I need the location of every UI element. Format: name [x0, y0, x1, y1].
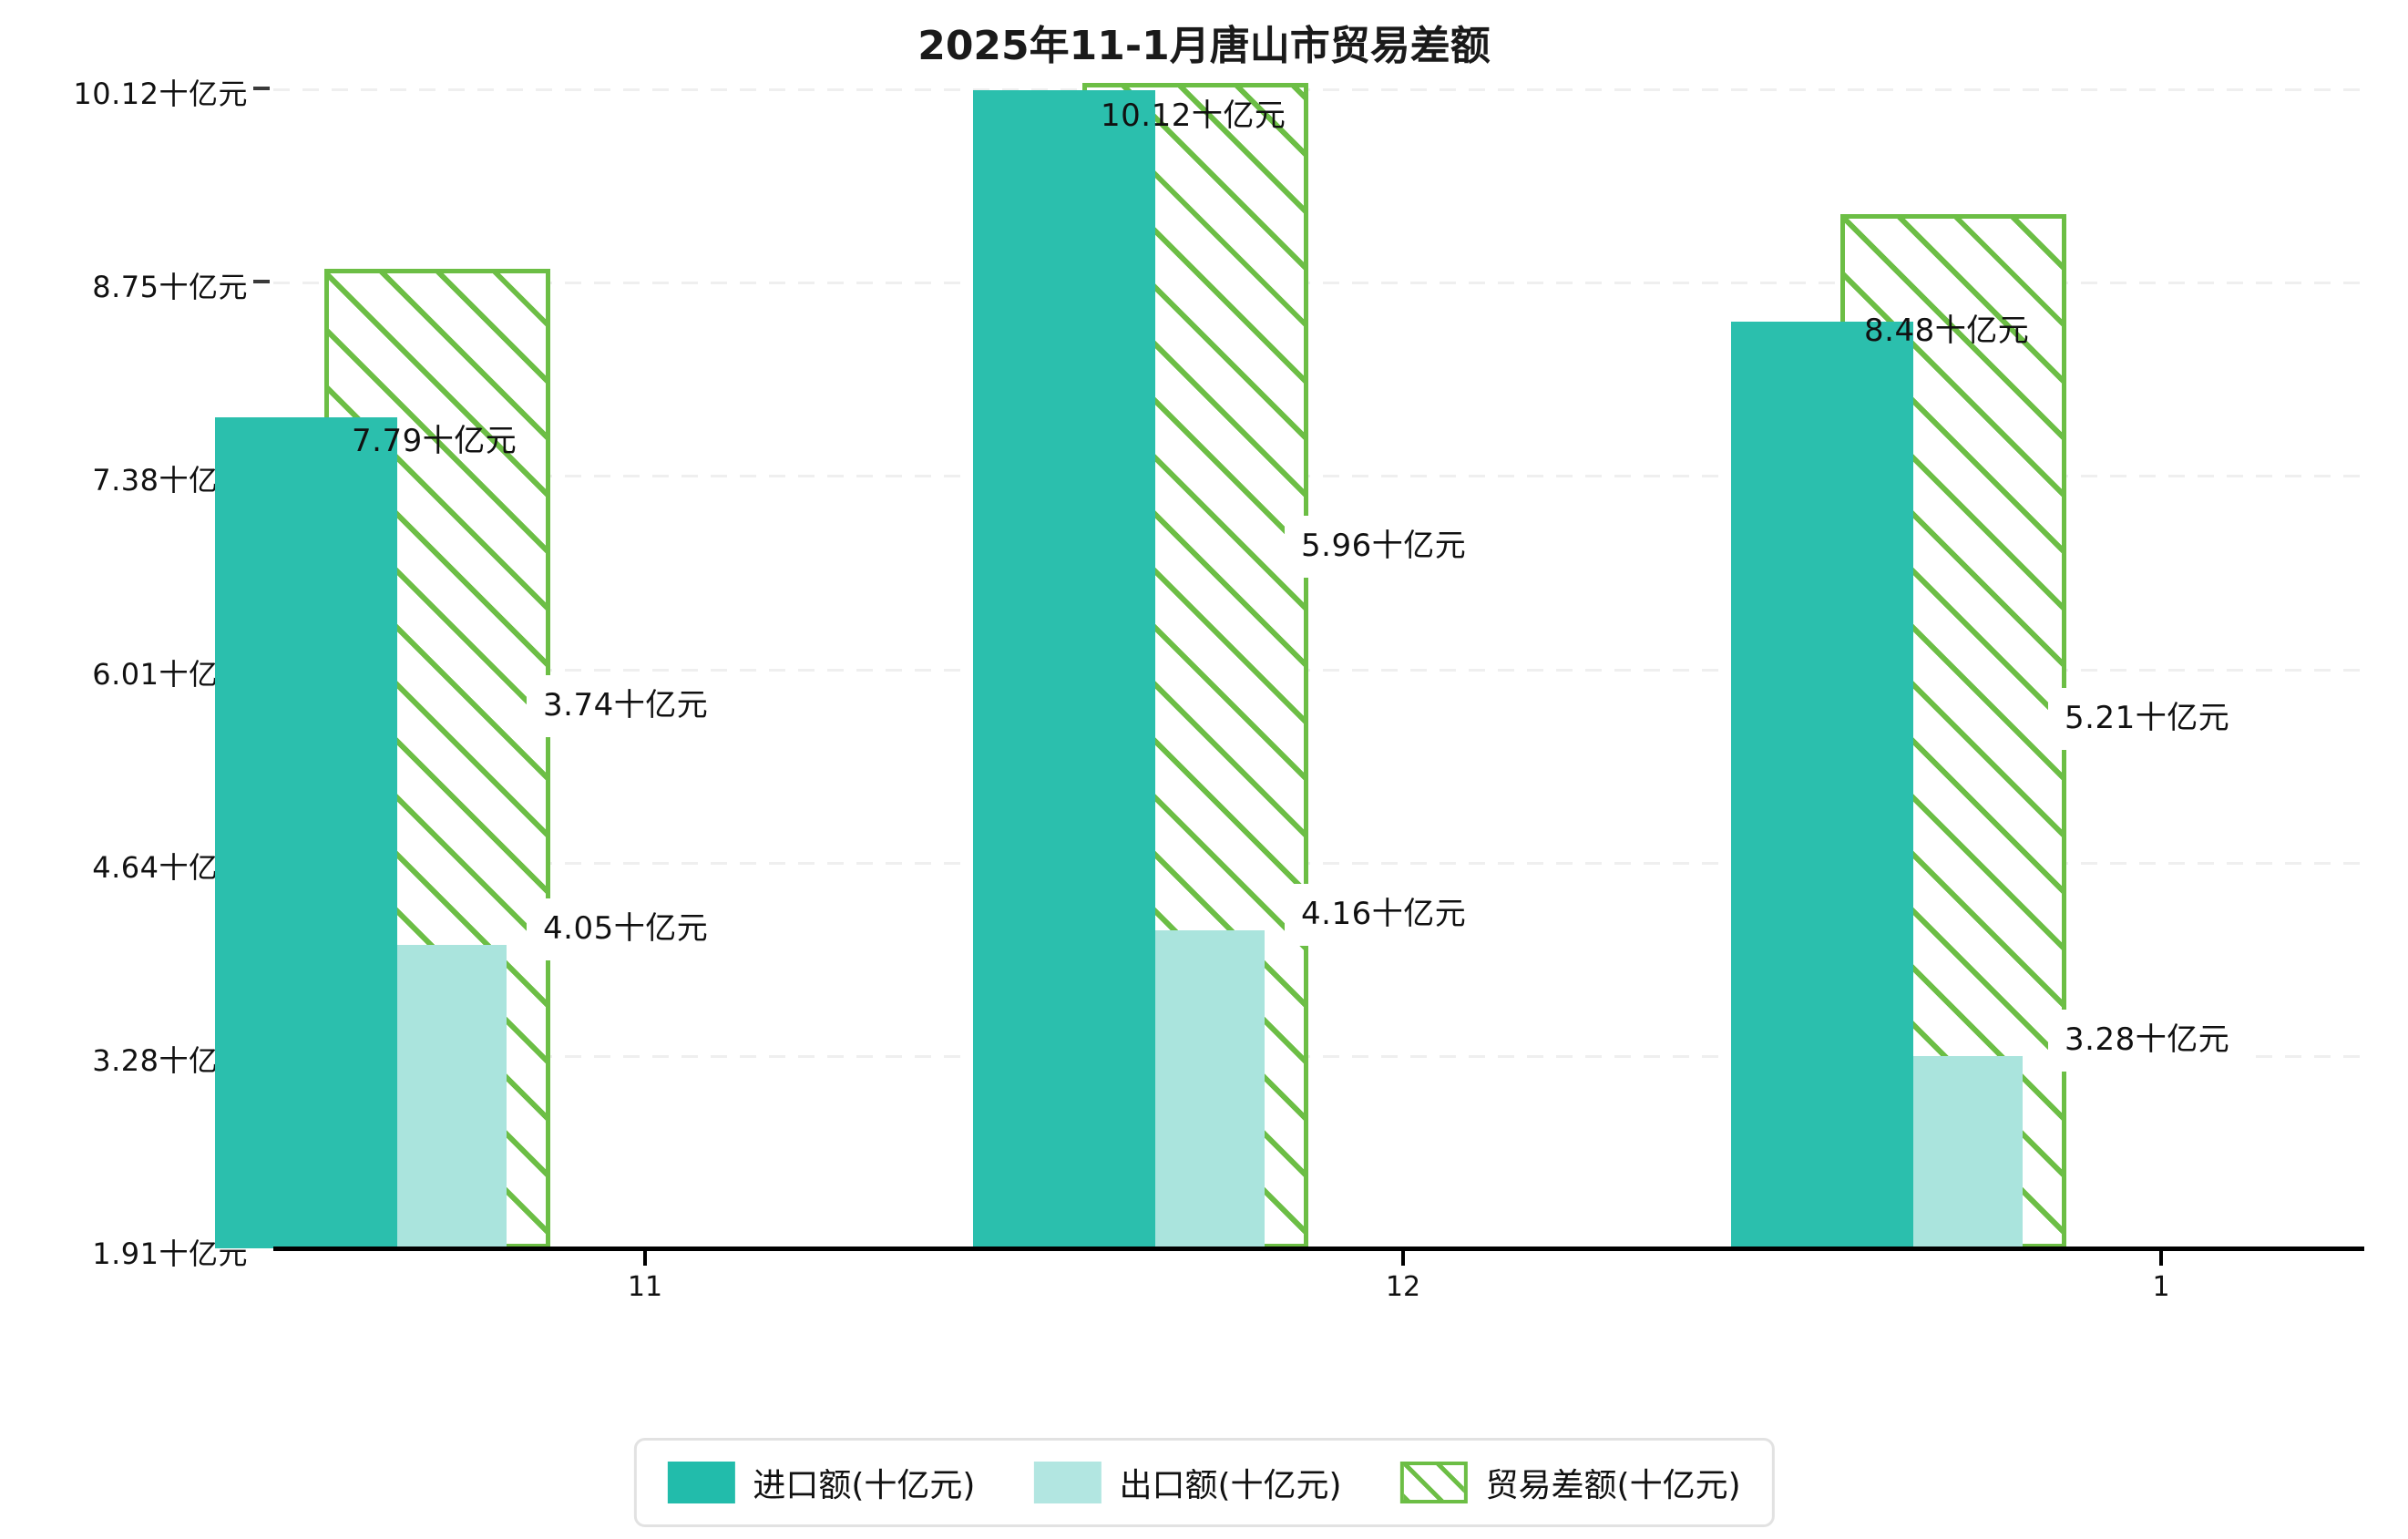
- gridline: [273, 88, 2364, 91]
- value-label-balance-1: 5.21十亿元: [2048, 688, 2247, 750]
- value-label-balance-11: 3.74十亿元: [527, 675, 725, 737]
- bar-import-12[interactable]: [973, 90, 1155, 1248]
- y-tick-mark: [253, 87, 270, 90]
- value-label-import-11: 7.79十亿元: [352, 423, 517, 459]
- gridline: [273, 669, 2364, 672]
- bar-import-11[interactable]: [215, 417, 397, 1248]
- legend-item-export[interactable]: 出口额(十亿元): [1033, 1459, 1342, 1506]
- gridline: [273, 475, 2364, 477]
- value-label-import-1: 8.48十亿元: [1864, 313, 2030, 349]
- value-label-balance-12: 5.96十亿元: [1285, 516, 1483, 578]
- x-tick-mark: [1401, 1251, 1405, 1266]
- value-label-export-1: 3.28十亿元: [2048, 1010, 2247, 1072]
- y-tick-label: 3.28十亿元: [92, 1043, 248, 1078]
- y-tick-label: 1.91十亿元: [92, 1236, 248, 1271]
- legend-item-balance[interactable]: 贸易差额(十亿元): [1399, 1459, 1741, 1506]
- x-tick-label-12: 12: [1385, 1271, 1421, 1303]
- y-tick-mark: [253, 280, 270, 283]
- value-label-import-12: 10.12十亿元: [1101, 97, 1286, 134]
- y-tick-label: 10.12十亿元: [73, 77, 248, 111]
- x-tick-mark: [2159, 1251, 2163, 1266]
- legend-label-export: 出口额(十亿元): [1119, 1467, 1342, 1504]
- gridline: [273, 282, 2364, 284]
- chart-legend: 进口额(十亿元) 出口额(十亿元) 贸易差额(十亿元): [633, 1438, 1775, 1527]
- y-tick-label: 8.75十亿元: [92, 270, 248, 304]
- legend-swatch-import-icon: [667, 1462, 735, 1503]
- x-tick-label-1: 1: [2152, 1271, 2170, 1303]
- plot-area: [215, 83, 2364, 1248]
- y-tick-label: 6.01十亿元: [92, 657, 248, 692]
- legend-label-import: 进口额(十亿元): [753, 1467, 976, 1504]
- gridline: [273, 1055, 2364, 1058]
- legend-label-balance: 贸易差额(十亿元): [1485, 1467, 1741, 1504]
- y-tick-label: 4.64十亿元: [92, 850, 248, 885]
- gridline: [273, 862, 2364, 865]
- bar-import-1[interactable]: [1731, 322, 1913, 1248]
- x-axis-line: [273, 1247, 2364, 1251]
- legend-swatch-export-icon: [1033, 1462, 1102, 1503]
- legend-item-import[interactable]: 进口额(十亿元): [667, 1459, 975, 1506]
- x-tick-mark: [643, 1251, 647, 1266]
- legend-swatch-balance-icon: [1399, 1462, 1468, 1503]
- value-label-export-11: 4.05十亿元: [527, 898, 725, 960]
- y-tick-label: 7.38十亿元: [92, 463, 248, 498]
- chart-title: 2025年11-1月唐山市贸易差额: [917, 23, 1491, 69]
- value-label-export-12: 4.16十亿元: [1285, 884, 1483, 946]
- x-tick-label-11: 11: [627, 1271, 663, 1303]
